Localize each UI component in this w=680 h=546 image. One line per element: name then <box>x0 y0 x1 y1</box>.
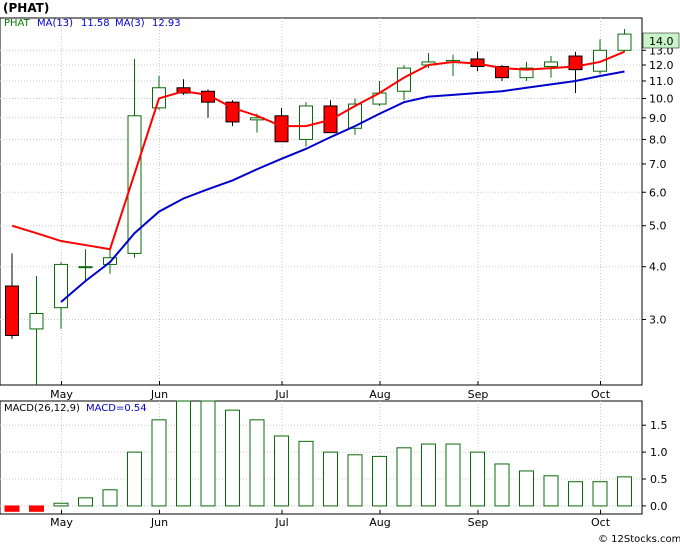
price-x-tick-label: Oct <box>591 388 611 401</box>
macd-x-tick-label: Oct <box>591 516 611 529</box>
macd-gridlines <box>0 401 642 514</box>
moving-average-lines <box>11 50 625 303</box>
price-x-axis-ticks: May Jun Jul Aug Sep Oct <box>50 381 611 401</box>
price-plot-frame <box>0 17 643 386</box>
macd-x-tick-label: Jun <box>150 516 168 529</box>
candle-body <box>348 103 362 129</box>
last-price-label: 14.0 <box>649 35 674 48</box>
price-panel: 3.04.05.06.07.08.09.010.011.012.013.0 Ma… <box>0 17 680 401</box>
macd-bar <box>568 481 583 507</box>
price-y-tick-label: 5.0 <box>649 220 667 233</box>
ma-long-line <box>11 50 625 251</box>
macd-bars <box>4 400 632 512</box>
candle-body <box>519 67 534 79</box>
macd-bar <box>249 419 265 507</box>
macd-bar <box>78 497 93 507</box>
macd-bar <box>372 455 387 507</box>
macd-x-tick-label: May <box>50 516 73 529</box>
legend-ma3-label: MA(3) <box>115 18 145 29</box>
candle-body <box>593 49 607 72</box>
macd-bar <box>102 489 118 507</box>
macd-bar <box>617 476 632 507</box>
macd-bar <box>421 443 436 507</box>
candle-body <box>299 105 313 140</box>
candle-body <box>78 266 93 269</box>
candle-body <box>397 67 411 92</box>
macd-legend-value: MACD=0.54 <box>86 403 147 414</box>
macd-bar <box>445 443 461 507</box>
macd-bar <box>53 502 69 507</box>
price-gridlines <box>0 18 642 385</box>
chart-title: (PHAT) <box>3 1 49 15</box>
ma-short-line <box>60 70 625 303</box>
price-x-tick-label: Jul <box>274 388 288 401</box>
macd-bar <box>4 505 20 512</box>
macd-bar <box>494 463 510 507</box>
legend-symbol: PHAT <box>4 18 31 29</box>
price-y-tick-label: 9.0 <box>649 112 667 125</box>
price-y-tick-label: 8.0 <box>649 133 667 146</box>
macd-bar <box>176 400 191 507</box>
price-legend: PHAT MA(13) 11.58 MA(3) 12.93 <box>4 18 181 29</box>
price-y-tick-label: 12.0 <box>649 59 674 72</box>
price-y-tick-label: 10.0 <box>649 92 674 105</box>
macd-bar <box>298 440 314 507</box>
price-x-tick-label: Jun <box>150 388 168 401</box>
legend-ma3-value: 12.93 <box>152 18 181 29</box>
macd-y-tick-label: 1.0 <box>650 446 668 459</box>
macd-x-axis-ticks: May Jun Jul Aug Sep Oct <box>50 510 611 529</box>
legend-ma13-label: MA(13) <box>37 18 73 29</box>
candle-body <box>274 115 289 143</box>
macd-bar <box>592 481 608 507</box>
candle-body <box>201 90 215 103</box>
candle-body <box>54 263 68 309</box>
last-price-badge <box>642 32 680 49</box>
macd-bar <box>127 451 142 507</box>
macd-x-tick-label: Jul <box>274 516 288 529</box>
macd-y-tick-label: 0.0 <box>650 500 668 513</box>
macd-bar <box>29 505 44 512</box>
macd-bar <box>225 409 240 507</box>
price-y-tick-label: 4.0 <box>649 261 667 274</box>
price-y-axis-ticks: 3.04.05.06.07.08.09.010.011.012.013.0 <box>642 44 674 327</box>
price-y-tick-label: 7.0 <box>649 158 667 171</box>
macd-y-tick-label: 0.5 <box>650 473 668 486</box>
macd-y-axis-ticks: 0.0 0.5 1.0 1.5 <box>642 419 668 513</box>
macd-panel: 0.0 0.5 1.0 1.5 May Jun Jul Aug Sep Oct MACD(26,… <box>0 400 668 529</box>
macd-x-tick-label: Aug <box>369 516 390 529</box>
macd-bar <box>347 454 363 507</box>
macd-bar <box>519 470 534 507</box>
macd-bar <box>396 447 412 507</box>
candle-body <box>127 115 142 254</box>
credit-text: © 12Stocks.com <box>598 534 680 545</box>
price-x-tick-label: Sep <box>468 388 489 401</box>
macd-bar <box>274 435 289 507</box>
price-x-tick-label: Aug <box>369 388 390 401</box>
macd-bar <box>200 400 216 507</box>
macd-bar <box>151 419 167 507</box>
price-x-tick-label: May <box>50 388 73 401</box>
candle-body <box>617 33 632 51</box>
macd-legend-label: MACD(26,12,9) <box>4 403 80 414</box>
legend-ma13-value: 11.58 <box>81 18 110 29</box>
candle-body <box>495 66 509 79</box>
price-y-tick-label: 3.0 <box>649 314 667 327</box>
macd-y-tick-label: 1.5 <box>650 419 668 432</box>
macd-x-tick-label: Sep <box>468 516 489 529</box>
price-y-tick-label: 6.0 <box>649 186 667 199</box>
macd-bar <box>323 451 338 507</box>
macd-bar <box>543 475 559 507</box>
price-y-tick-label: 11.0 <box>649 75 674 88</box>
macd-bar <box>470 451 485 507</box>
candle-body <box>5 285 19 336</box>
candle-body <box>544 61 558 68</box>
candle-body <box>29 312 44 330</box>
